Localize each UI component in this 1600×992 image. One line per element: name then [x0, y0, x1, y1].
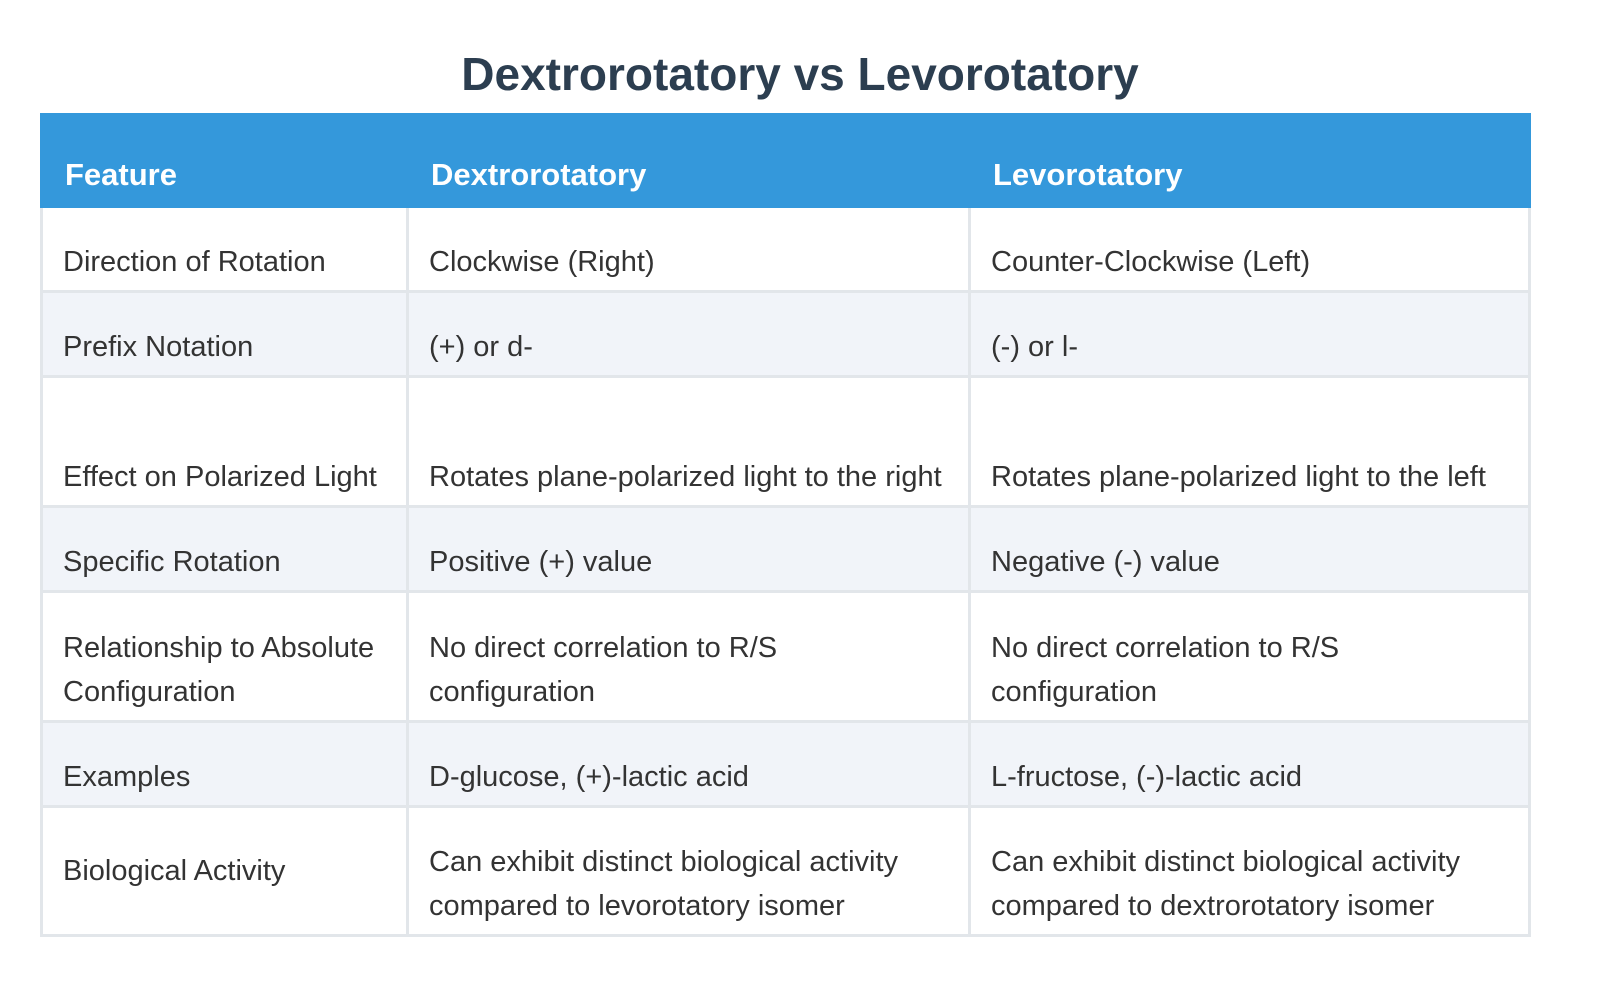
table-row: Specific Rotation Positive (+) value Neg… [40, 505, 1531, 593]
table-cell: Negative (-) value [968, 505, 1531, 593]
comparison-table: Feature Dextrorotatory Levorotatory Dire… [40, 113, 1531, 937]
column-header-feature: Feature [40, 113, 409, 208]
table-cell: (-) or l- [968, 290, 1531, 378]
table-cell: Can exhibit distinct biological activity… [968, 805, 1531, 937]
table-cell: Examples [40, 720, 409, 808]
column-header-levorotatory: Levorotatory [968, 113, 1531, 208]
table-cell: Can exhibit distinct biological activity… [406, 805, 971, 937]
table-cell: Effect on Polarized Light [40, 375, 409, 508]
table-row: Relationship to Absolute Configuration N… [40, 590, 1531, 723]
table-cell: Direction of Rotation [40, 205, 409, 293]
table-cell: Rotates plane-polarized light to the lef… [968, 375, 1531, 508]
table-row: Biological Activity Can exhibit distinct… [40, 805, 1531, 937]
table-row: Examples D-glucose, (+)-lactic acid L-fr… [40, 720, 1531, 808]
table-cell: Positive (+) value [406, 505, 971, 593]
table-cell: D-glucose, (+)-lactic acid [406, 720, 971, 808]
table-row: Direction of Rotation Clockwise (Right) … [40, 205, 1531, 293]
table-cell: Rotates plane-polarized light to the rig… [406, 375, 971, 508]
column-header-dextrorotatory: Dextrorotatory [406, 113, 971, 208]
table-row: Prefix Notation (+) or d- (-) or l- [40, 290, 1531, 378]
table-cell: Biological Activity [40, 805, 409, 937]
table-cell: Counter-Clockwise (Left) [968, 205, 1531, 293]
table-cell: Relationship to Absolute Configuration [40, 590, 409, 723]
table-cell: Clockwise (Right) [406, 205, 971, 293]
page-title: Dextrorotatory vs Levorotatory [461, 48, 1139, 100]
table-cell: Prefix Notation [40, 290, 409, 378]
table-cell: No direct correlation to R/S configurati… [968, 590, 1531, 723]
table-cell: L-fructose, (-)-lactic acid [968, 720, 1531, 808]
table-row: Effect on Polarized Light Rotates plane-… [40, 375, 1531, 508]
table-cell: Specific Rotation [40, 505, 409, 593]
table-cell: (+) or d- [406, 290, 971, 378]
table-header-row: Feature Dextrorotatory Levorotatory [40, 113, 1531, 208]
table-cell: No direct correlation to R/S configurati… [406, 590, 971, 723]
